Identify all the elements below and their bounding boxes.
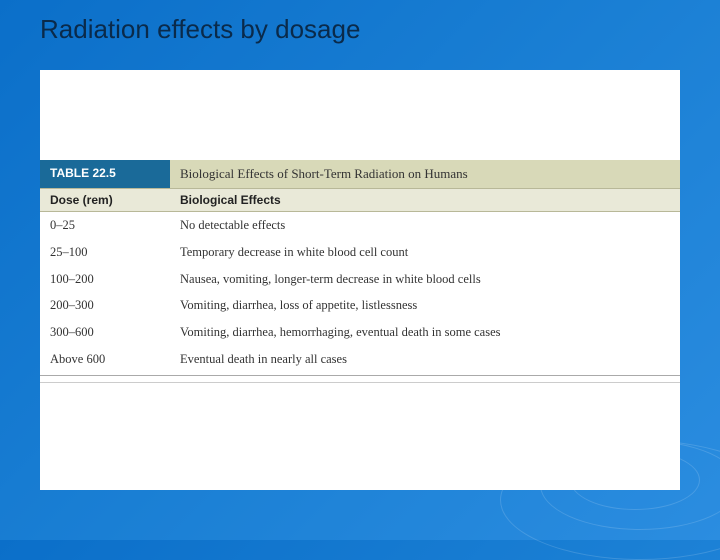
table-body: 0–25 No detectable effects 25–100 Tempor…	[40, 212, 680, 376]
cell-dose: Above 600	[40, 346, 170, 373]
table-row: Above 600 Eventual death in nearly all c…	[40, 346, 680, 373]
table-label: TABLE 22.5	[40, 160, 170, 188]
table-row: 300–600 Vomiting, diarrhea, hemorrhaging…	[40, 319, 680, 346]
cell-dose: 100–200	[40, 266, 170, 293]
column-header-dose: Dose (rem)	[40, 189, 170, 211]
table-caption: Biological Effects of Short-Term Radiati…	[170, 160, 680, 188]
content-panel: TABLE 22.5 Biological Effects of Short-T…	[40, 70, 680, 490]
cell-effect: Vomiting, diarrhea, loss of appetite, li…	[170, 292, 680, 319]
table-row: 200–300 Vomiting, diarrhea, loss of appe…	[40, 292, 680, 319]
table-row: 100–200 Nausea, vomiting, longer-term de…	[40, 266, 680, 293]
cell-effect: Temporary decrease in white blood cell c…	[170, 239, 680, 266]
table-title-row: TABLE 22.5 Biological Effects of Short-T…	[40, 160, 680, 188]
table-header-row: Dose (rem) Biological Effects	[40, 188, 680, 212]
column-header-effects: Biological Effects	[170, 189, 680, 211]
table-row: 25–100 Temporary decrease in white blood…	[40, 239, 680, 266]
cell-effect: Nausea, vomiting, longer-term decrease i…	[170, 266, 680, 293]
cell-effect: Eventual death in nearly all cases	[170, 346, 680, 373]
slide-title: Radiation effects by dosage	[40, 14, 360, 45]
cell-dose: 25–100	[40, 239, 170, 266]
radiation-effects-table: TABLE 22.5 Biological Effects of Short-T…	[40, 160, 680, 383]
cell-dose: 300–600	[40, 319, 170, 346]
table-row: 0–25 No detectable effects	[40, 212, 680, 239]
cell-dose: 200–300	[40, 292, 170, 319]
table-bottom-rule	[40, 382, 680, 383]
cell-effect: No detectable effects	[170, 212, 680, 239]
cell-effect: Vomiting, diarrhea, hemorrhaging, eventu…	[170, 319, 680, 346]
cell-dose: 0–25	[40, 212, 170, 239]
